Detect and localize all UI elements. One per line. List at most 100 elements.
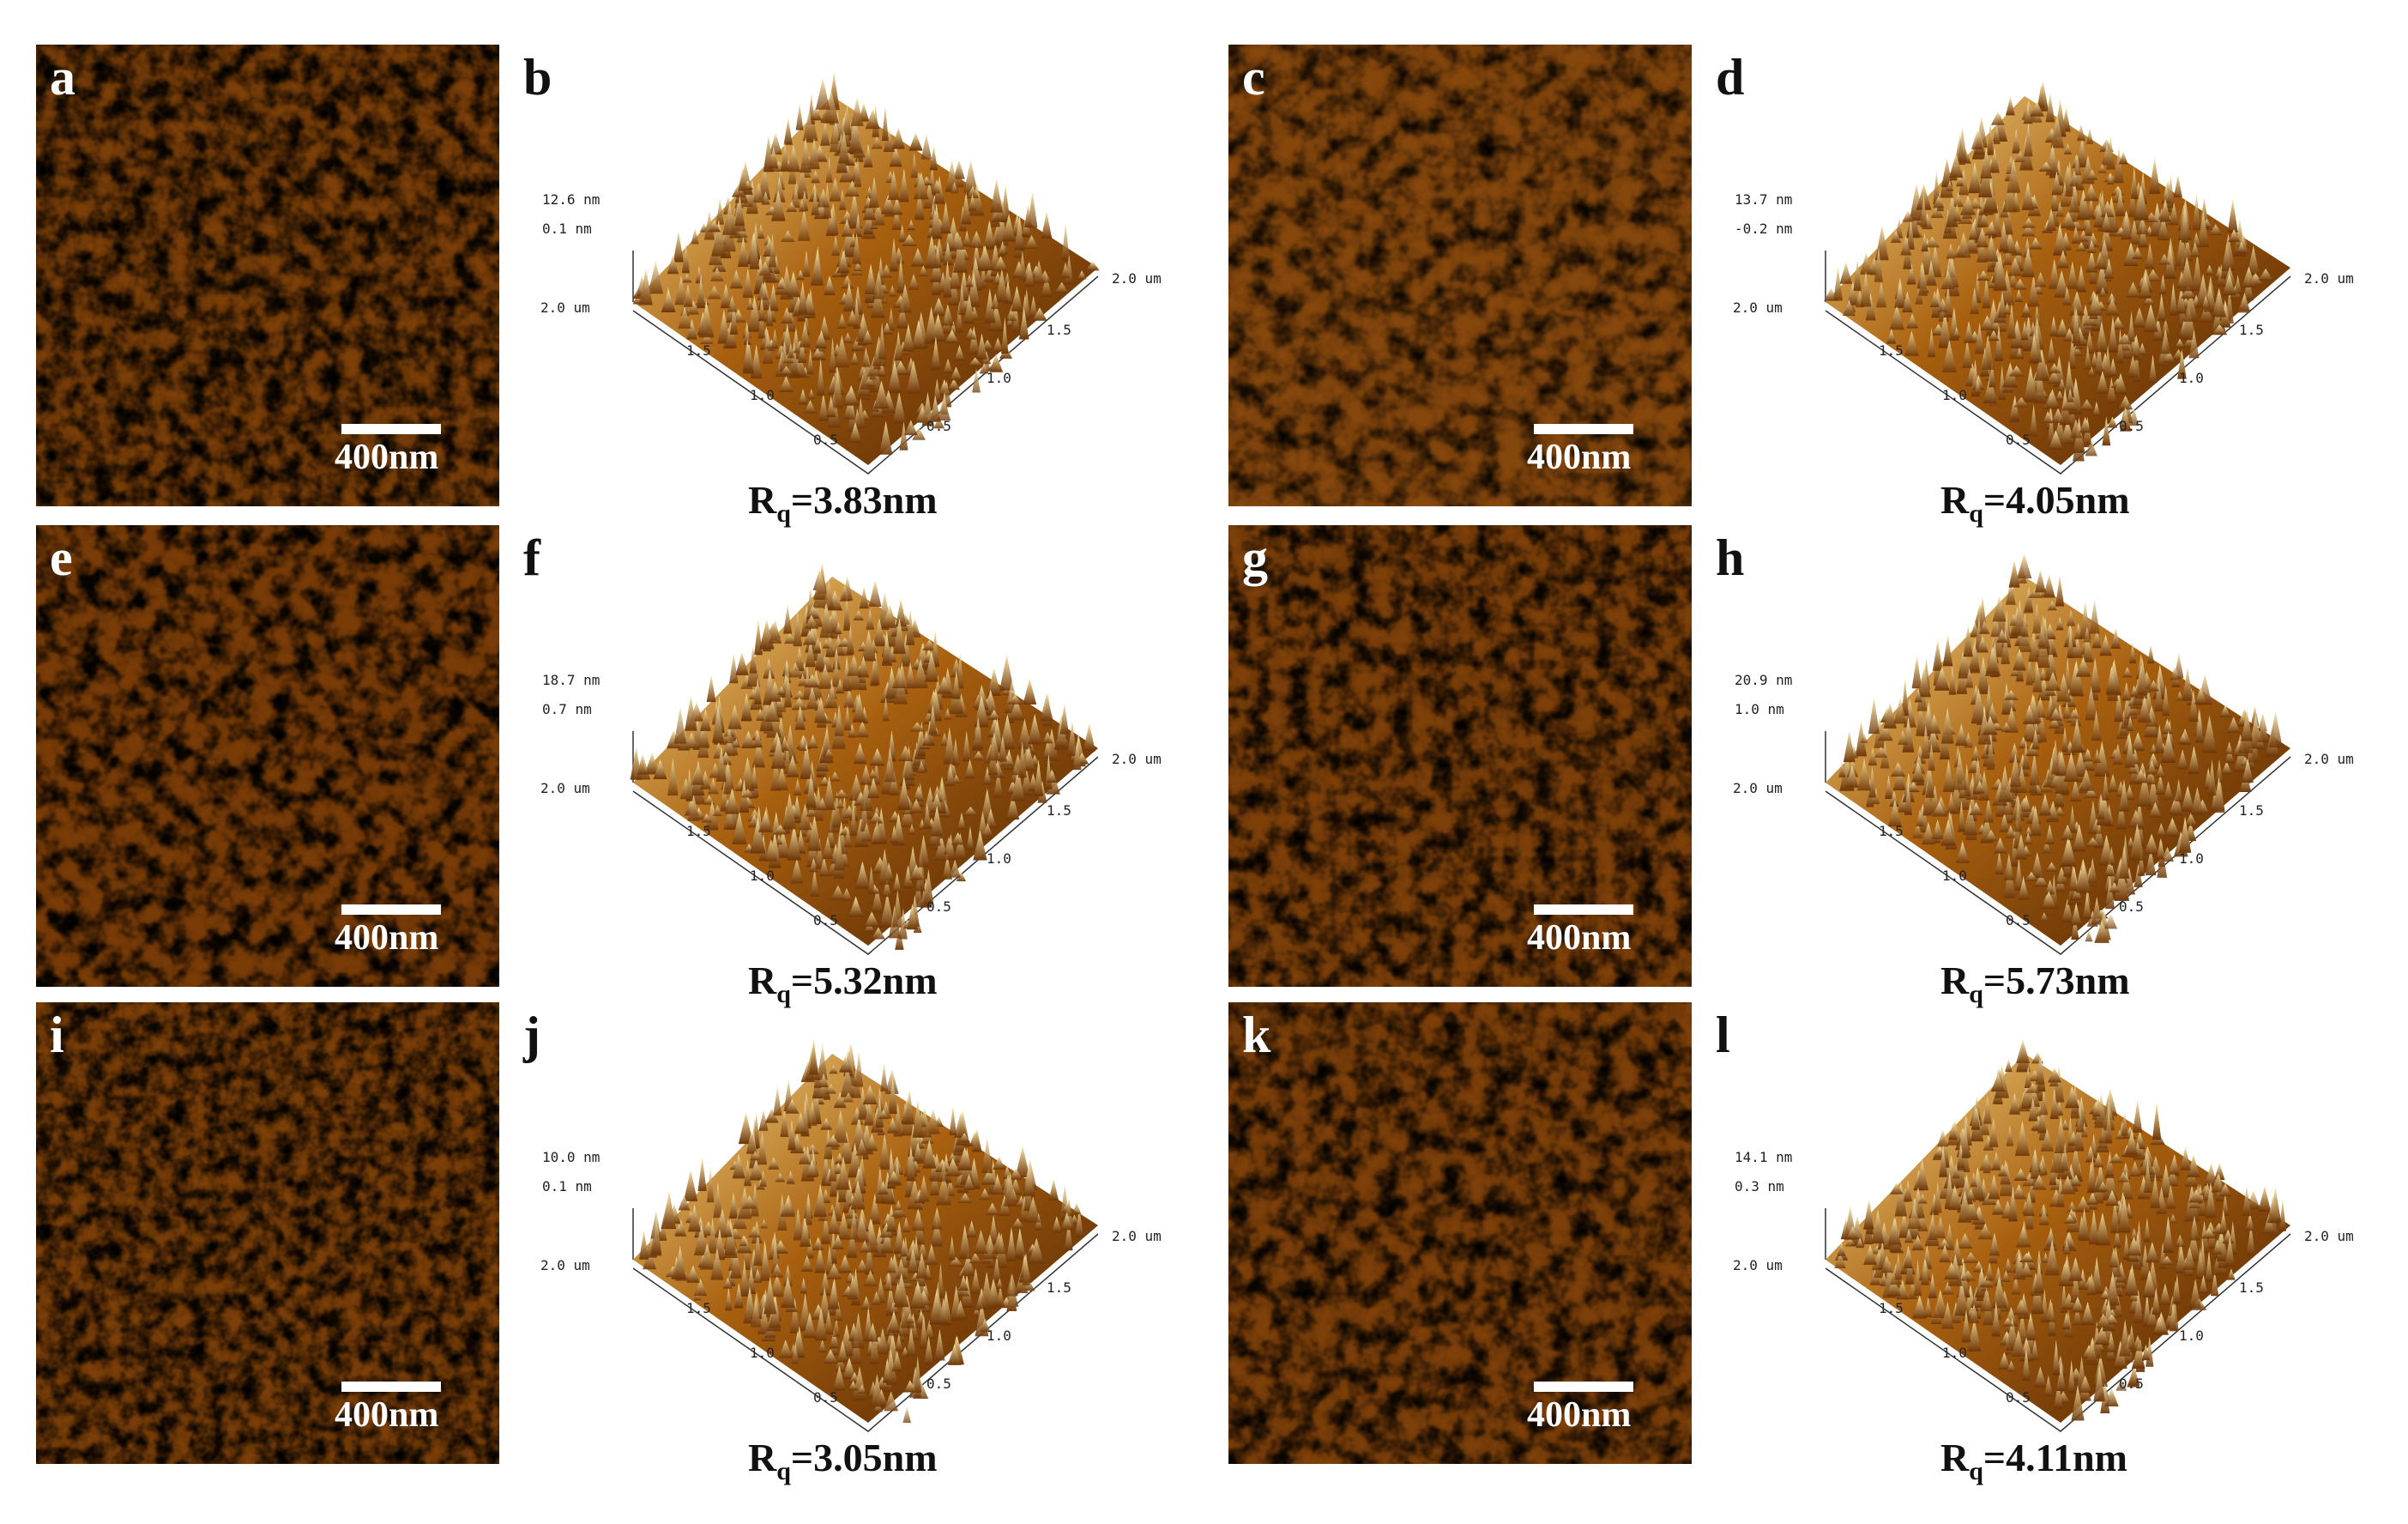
- afm-3d-plot: 12.6 nm 0.1 nm 2.0 um 2.0 um 1.5 1.0 0.5 1.5 1.0…: [540, 71, 1162, 475]
- left-axis-tick: 0.5: [813, 1389, 838, 1406]
- rq-subscript: q: [1969, 1457, 1983, 1485]
- left-axis-end-label: 2.0 um: [540, 299, 590, 316]
- rq-subscript: q: [776, 980, 791, 1008]
- right-axis-tick: 0.5: [926, 898, 951, 915]
- left-axis-end-label: 2.0 um: [1733, 780, 1783, 796]
- surface-peaks: [1834, 1039, 2286, 1421]
- left-axis-tick: 1.0: [750, 387, 775, 403]
- right-axis-tick: 0.5: [926, 418, 951, 434]
- rq-roughness-label: Rq=5.32nm: [748, 961, 938, 1007]
- base-axis-lines: [1825, 756, 2291, 955]
- right-axis-tick: 1.0: [2179, 1327, 2204, 1344]
- scale-bar-label: 400nm: [335, 438, 439, 477]
- right-axis-end-label: 2.0 um: [1112, 1228, 1162, 1244]
- z-max-label: 18.7 nm: [542, 672, 600, 688]
- surface-peaks: [1838, 553, 2283, 943]
- z-mid-label: 0.1 nm: [542, 1178, 592, 1194]
- base-axis-lines: [1825, 1233, 2291, 1432]
- right-axis-end-label: 2.0 um: [1112, 751, 1162, 767]
- right-axis-end-label: 2.0 um: [2304, 270, 2354, 287]
- panel-label: i: [50, 1007, 64, 1063]
- rq-value: =3.05nm: [790, 1436, 938, 1479]
- left-axis-tick: 1.0: [750, 868, 775, 884]
- panel-label: a: [50, 49, 75, 106]
- z-mid-label: 0.7 nm: [542, 701, 592, 717]
- base-axis-lines: [632, 275, 1099, 475]
- rq-value: =5.32nm: [790, 959, 938, 1002]
- left-axis-end-label: 2.0 um: [540, 780, 590, 796]
- scale-bar-label: 400nm: [1527, 438, 1632, 477]
- left-axis-end-label: 2.0 um: [1733, 299, 1783, 316]
- panel-label: l: [1716, 1007, 1730, 1063]
- left-axis-tick: 1.5: [686, 823, 711, 839]
- rq-subscript: q: [1969, 980, 1983, 1008]
- rq-roughness-label: Rq=5.73nm: [1940, 961, 2130, 1007]
- right-axis-tick: 0.5: [926, 1376, 951, 1392]
- right-axis-tick: 1.5: [1047, 1279, 1071, 1296]
- afm-2d-image-e: e 400nm: [36, 525, 499, 987]
- left-axis-tick: 1.5: [686, 342, 711, 359]
- z-mid-label: 0.3 nm: [1735, 1178, 1784, 1194]
- left-axis-tick: 0.5: [813, 912, 838, 928]
- afm-3d-panel-b: 12.6 nm 0.1 nm 2.0 um 2.0 um 1.5 1.0 0.5 1.5 1.0…: [523, 45, 1192, 527]
- rq-subscript: q: [776, 499, 791, 528]
- z-max-label: 13.7 nm: [1735, 191, 1792, 208]
- scale-bar-label: 400nm: [335, 918, 439, 958]
- right-axis-tick: 1.5: [1047, 322, 1071, 338]
- panel-label: h: [1716, 529, 1745, 586]
- afm-3d-panel-j: 10.0 nm 0.1 nm 2.0 um 2.0 um 1.5 1.0 0.5 1.5 1.0…: [523, 1002, 1192, 1485]
- scale-bar-label: 400nm: [335, 1395, 439, 1435]
- left-axis-tick: 1.0: [1942, 387, 1967, 403]
- base-axis-lines: [632, 1233, 1099, 1432]
- right-axis-tick: 1.0: [987, 1327, 1011, 1344]
- left-axis-tick: 1.0: [1942, 868, 1967, 884]
- right-axis-tick: 0.5: [2119, 898, 2144, 915]
- left-axis-tick: 0.5: [2006, 1389, 2031, 1406]
- afm-3d-plot: 18.7 nm 0.7 nm 2.0 um 2.0 um 1.5 1.0 0.5 1.5 1.0…: [540, 562, 1162, 955]
- afm-2d-image-a: a 400nm: [36, 45, 499, 506]
- left-axis-tick: 0.5: [813, 432, 838, 448]
- right-axis-tick: 1.0: [987, 370, 1011, 386]
- afm-3d-panel-h: 20.9 nm 1.0 nm 2.0 um 2.0 um 1.5 1.0 0.5 1.5 1.0…: [1716, 525, 2385, 1007]
- z-mid-label: 0.1 nm: [542, 221, 592, 237]
- panel-label: f: [523, 529, 540, 586]
- afm-2d-image-k: k 400nm: [1228, 1002, 1692, 1464]
- right-axis-tick: 1.5: [2239, 1279, 2264, 1296]
- panel-label: e: [50, 529, 73, 586]
- z-max-label: 14.1 nm: [1735, 1149, 1792, 1165]
- rq-roughness-label: Rq=4.11nm: [1940, 1438, 2127, 1485]
- scale-bar: [1534, 424, 1633, 434]
- rq-roughness-label: Rq=3.83nm: [748, 481, 938, 527]
- surface-peaks: [639, 1039, 1084, 1424]
- afm-surface-texture: [36, 45, 499, 506]
- right-axis-tick: 1.5: [2239, 802, 2264, 819]
- right-axis-tick: 1.5: [2239, 322, 2264, 338]
- surface-peaks: [632, 71, 1100, 455]
- panel-label: k: [1242, 1007, 1271, 1063]
- afm-3d-panel-l: 14.1 nm 0.3 nm 2.0 um 2.0 um 1.5 1.0 0.5 1.5 1.0…: [1716, 1002, 2385, 1485]
- left-axis-end-label: 2.0 um: [1733, 1257, 1783, 1273]
- rq-roughness-label: Rq=4.05nm: [1940, 481, 2130, 527]
- panel-label: d: [1716, 49, 1745, 106]
- scale-bar-label: 400nm: [1527, 1395, 1632, 1435]
- rq-subscript: q: [776, 1457, 791, 1485]
- right-axis-tick: 0.5: [2119, 418, 2144, 434]
- rq-value: =5.73nm: [1983, 959, 2130, 1002]
- right-axis-end-label: 2.0 um: [1112, 270, 1162, 287]
- scale-bar: [341, 424, 441, 434]
- right-axis-tick: 1.0: [2179, 370, 2204, 386]
- panel-label: j: [523, 1007, 540, 1063]
- scale-bar: [341, 904, 441, 915]
- afm-3d-plot: 14.1 nm 0.3 nm 2.0 um 2.0 um 1.5 1.0 0.5 1.5 1.0…: [1733, 1039, 2354, 1432]
- left-axis-tick: 1.5: [686, 1300, 711, 1316]
- afm-2d-image-c: c 400nm: [1228, 45, 1692, 506]
- rq-value: =4.05nm: [1983, 478, 2130, 522]
- afm-2d-image-g: g 400nm: [1228, 525, 1692, 987]
- rq-symbol: R: [1940, 1436, 1970, 1479]
- rq-symbol: R: [1940, 959, 1970, 1002]
- z-mid-label: -0.2 nm: [1735, 221, 1792, 237]
- left-axis-tick: 1.0: [1942, 1345, 1967, 1361]
- afm-3d-plot: 10.0 nm 0.1 nm 2.0 um 2.0 um 1.5 1.0 0.5 1.5 1.0…: [540, 1039, 1162, 1432]
- rq-value: =4.11nm: [1983, 1436, 2127, 1479]
